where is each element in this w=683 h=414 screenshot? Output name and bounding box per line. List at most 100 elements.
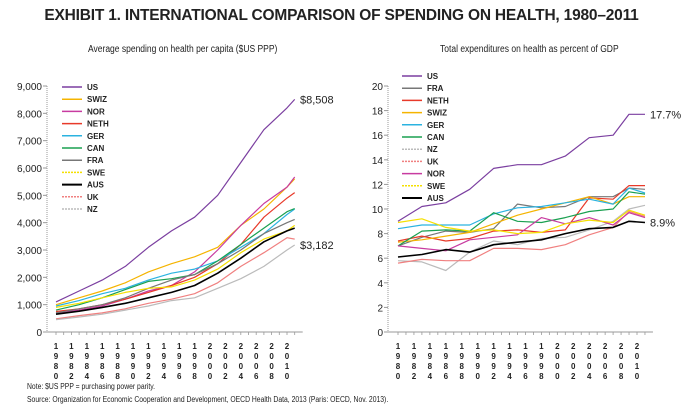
series-line-fra (397, 187, 646, 247)
y-tick-label: 9,000 (17, 82, 42, 93)
legend-label-can: CAN (427, 133, 445, 142)
y-tick-label: 4 (377, 279, 383, 290)
legend-label-uk: UK (427, 157, 439, 166)
source-text: Source: Organization for Economic Cooper… (27, 395, 389, 404)
annotation-nz: $3,182 (300, 240, 334, 252)
left-chart-title: Average spending on health per capita ($… (88, 44, 278, 55)
series-line-nz (55, 244, 296, 321)
legend-label-nor: NOR (427, 170, 445, 179)
legend-label-neth: NETH (427, 96, 449, 105)
series-line-aus (55, 227, 295, 315)
series-line-nor (397, 212, 646, 252)
legend-label-nz: NZ (427, 145, 438, 154)
series-line-neth (397, 185, 645, 242)
y-tick-label: 14 (372, 156, 384, 167)
series-line-uk (55, 237, 295, 320)
legend-label-can: CAN (87, 144, 105, 153)
annotation-us: 17.7% (650, 109, 681, 121)
legend-label-nz: NZ (87, 205, 98, 214)
y-tick-label: 16 (372, 131, 384, 142)
annotation-aus: 8.9% (650, 218, 675, 230)
series-line-us (397, 113, 645, 222)
legend-label-uk: UK (87, 193, 99, 202)
exhibit-title: EXHIBIT 1. INTERNATIONAL COMPARISON OF S… (44, 7, 639, 24)
series-line-ger (397, 187, 646, 230)
legend-label-aus: AUS (87, 181, 105, 190)
series-line-can (397, 191, 646, 247)
legend-label-swe: SWE (427, 182, 446, 191)
series-line-uk (397, 210, 646, 264)
legend-label-ger: GER (87, 132, 105, 141)
legend-label-nor: NOR (87, 107, 105, 116)
legend-label-ger: GER (427, 121, 445, 130)
y-tick-label: 5,000 (17, 191, 42, 202)
right-chart-title: Total expenditures on health as percent … (440, 44, 619, 55)
y-tick-label: 4,000 (17, 219, 42, 230)
legend-label-swiz: SWIZ (87, 95, 107, 104)
legend-label-swe: SWE (87, 168, 106, 177)
series-line-fra (55, 218, 295, 314)
legend-label-us: US (427, 72, 439, 81)
series-line-swiz (397, 196, 645, 243)
y-tick-label: 0 (377, 328, 383, 339)
legend-label-swiz: SWIZ (427, 109, 447, 118)
series-line-us (55, 98, 296, 303)
y-tick-label: 2 (377, 303, 383, 314)
legend: US SWIZ NOR NETH GER CAN FRA SWE AUS UK NZ (62, 83, 109, 214)
y-tick-label: 3,000 (17, 246, 42, 257)
series-line-nor (55, 176, 296, 314)
y-tick-label: 8,000 (17, 109, 42, 120)
y-tick-label: 20 (372, 82, 384, 93)
y-tick-label: 1,000 (17, 301, 42, 312)
legend-label-neth: NETH (87, 120, 109, 129)
legend-label-fra: FRA (427, 84, 444, 93)
legend-label-aus: AUS (427, 194, 445, 203)
annotation-us: $8,508 (300, 94, 334, 106)
y-tick-label: 2,000 (17, 273, 42, 284)
series-line-swe (397, 209, 646, 235)
legend-label-us: US (87, 83, 99, 92)
y-tick-label: 0 (36, 328, 42, 339)
chart-0: 0 1,000 2,000 3,000 4,000 5,000 6,000 7,000 8,00… (17, 82, 334, 381)
series-line-ger (55, 208, 296, 307)
legend: US FRA NETH SWIZ GER CAN NZ UK NOR SWE AUS (402, 72, 449, 203)
note-text: Note: $US PPP = purchasing power parity. (27, 382, 156, 391)
y-tick-label: 7,000 (17, 137, 42, 148)
chart-1: 0 2 4 6 8 10 12 14 16 18 20 1 9 8 0 1 9 8 2 1 9 8 4 1 9 8 6 1 9 8 8 1 9 9… (372, 72, 682, 381)
y-tick-label: 12 (372, 180, 384, 191)
y-tick-label: 10 (372, 205, 384, 216)
series-line-swe (55, 224, 296, 308)
series-line-swiz (55, 178, 296, 306)
